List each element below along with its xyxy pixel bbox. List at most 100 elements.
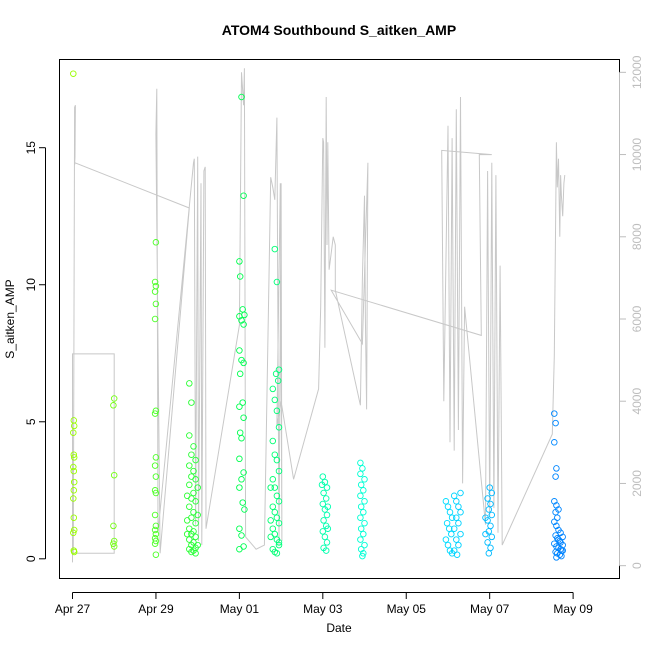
data-point	[183, 492, 191, 500]
data-point	[152, 473, 160, 480]
data-point	[357, 492, 364, 500]
data-point	[269, 385, 277, 393]
data-point	[446, 508, 454, 516]
data-point	[445, 525, 453, 532]
data-point	[238, 532, 245, 539]
data-point	[269, 525, 277, 532]
data-point	[319, 528, 327, 535]
data-point	[555, 536, 562, 543]
data-point	[273, 492, 281, 500]
data-point	[323, 511, 331, 519]
data-point	[273, 550, 281, 557]
data-point	[444, 541, 452, 549]
data-point	[192, 498, 199, 505]
data-point	[110, 402, 117, 409]
data-point	[275, 467, 283, 475]
y2-tick-label: 2000	[630, 470, 644, 497]
data-point	[272, 370, 280, 378]
data-point	[275, 541, 283, 549]
data-point	[324, 503, 332, 510]
data-point	[275, 424, 283, 431]
data-point	[70, 451, 78, 458]
data-point	[110, 540, 117, 547]
data-point	[192, 533, 199, 541]
data-point	[194, 541, 201, 549]
chart-title: ATOM4 Southbound S_aitken_AMP	[222, 22, 456, 38]
data-point	[323, 484, 331, 491]
data-point	[241, 506, 248, 513]
data-point	[188, 451, 195, 458]
data-point	[485, 506, 493, 513]
data-point	[269, 476, 277, 483]
data-point	[457, 508, 464, 516]
data-point	[322, 547, 330, 554]
data-point	[192, 476, 199, 483]
data-point	[70, 526, 78, 534]
data-point	[240, 321, 247, 328]
data-point	[361, 519, 368, 527]
data-point	[186, 380, 193, 387]
data-point	[442, 536, 450, 543]
data-point	[360, 550, 367, 557]
data-point	[236, 370, 244, 378]
data-point	[194, 484, 201, 491]
data-point	[238, 93, 245, 101]
data-point	[271, 484, 279, 491]
data-point	[551, 410, 558, 417]
data-point	[455, 541, 462, 549]
data-point	[453, 498, 460, 505]
x-tick-label: May 03	[303, 602, 343, 616]
data-point	[188, 399, 195, 406]
data-point	[186, 462, 193, 469]
data-point	[267, 517, 274, 524]
data-point	[152, 551, 160, 558]
data-point	[269, 503, 277, 510]
data-point	[324, 525, 332, 532]
series-line	[72, 68, 566, 563]
data-point	[357, 481, 365, 489]
data-point	[455, 519, 462, 527]
data-point	[183, 517, 191, 524]
data-point	[151, 462, 159, 469]
data-point	[110, 522, 117, 530]
data-point	[551, 439, 558, 446]
data-point	[190, 489, 197, 497]
data-point	[482, 514, 489, 521]
data-point	[186, 503, 193, 510]
data-point	[152, 530, 160, 538]
data-point	[236, 545, 243, 553]
data-point	[110, 395, 118, 402]
x-tick-label: May 07	[470, 602, 510, 616]
data-point	[488, 489, 496, 497]
data-point	[274, 377, 282, 384]
data-point	[239, 499, 246, 506]
data-point	[188, 548, 195, 556]
data-point	[151, 278, 159, 286]
data-point	[236, 484, 243, 491]
data-point	[152, 522, 160, 530]
data-point	[359, 552, 366, 560]
data-point	[453, 536, 460, 543]
data-point	[236, 525, 243, 532]
y2-tick-label: 10000	[630, 138, 644, 172]
data-point	[357, 459, 364, 467]
data-point	[152, 489, 160, 497]
data-point	[238, 434, 245, 442]
data-point	[151, 511, 159, 519]
data-point	[194, 511, 201, 519]
data-point	[110, 543, 118, 550]
data-point	[442, 498, 450, 505]
data-point	[70, 478, 78, 486]
data-point	[70, 70, 77, 77]
y2-tick-label: 8000	[630, 223, 644, 250]
data-point	[320, 517, 327, 524]
data-point	[152, 239, 160, 246]
data-point	[553, 465, 560, 472]
y-tick-label: 5	[24, 418, 38, 425]
data-point	[192, 456, 199, 464]
data-point	[152, 454, 160, 461]
data-point	[271, 508, 279, 516]
data-point	[357, 470, 364, 478]
data-point	[186, 481, 193, 489]
data-point	[240, 192, 247, 199]
